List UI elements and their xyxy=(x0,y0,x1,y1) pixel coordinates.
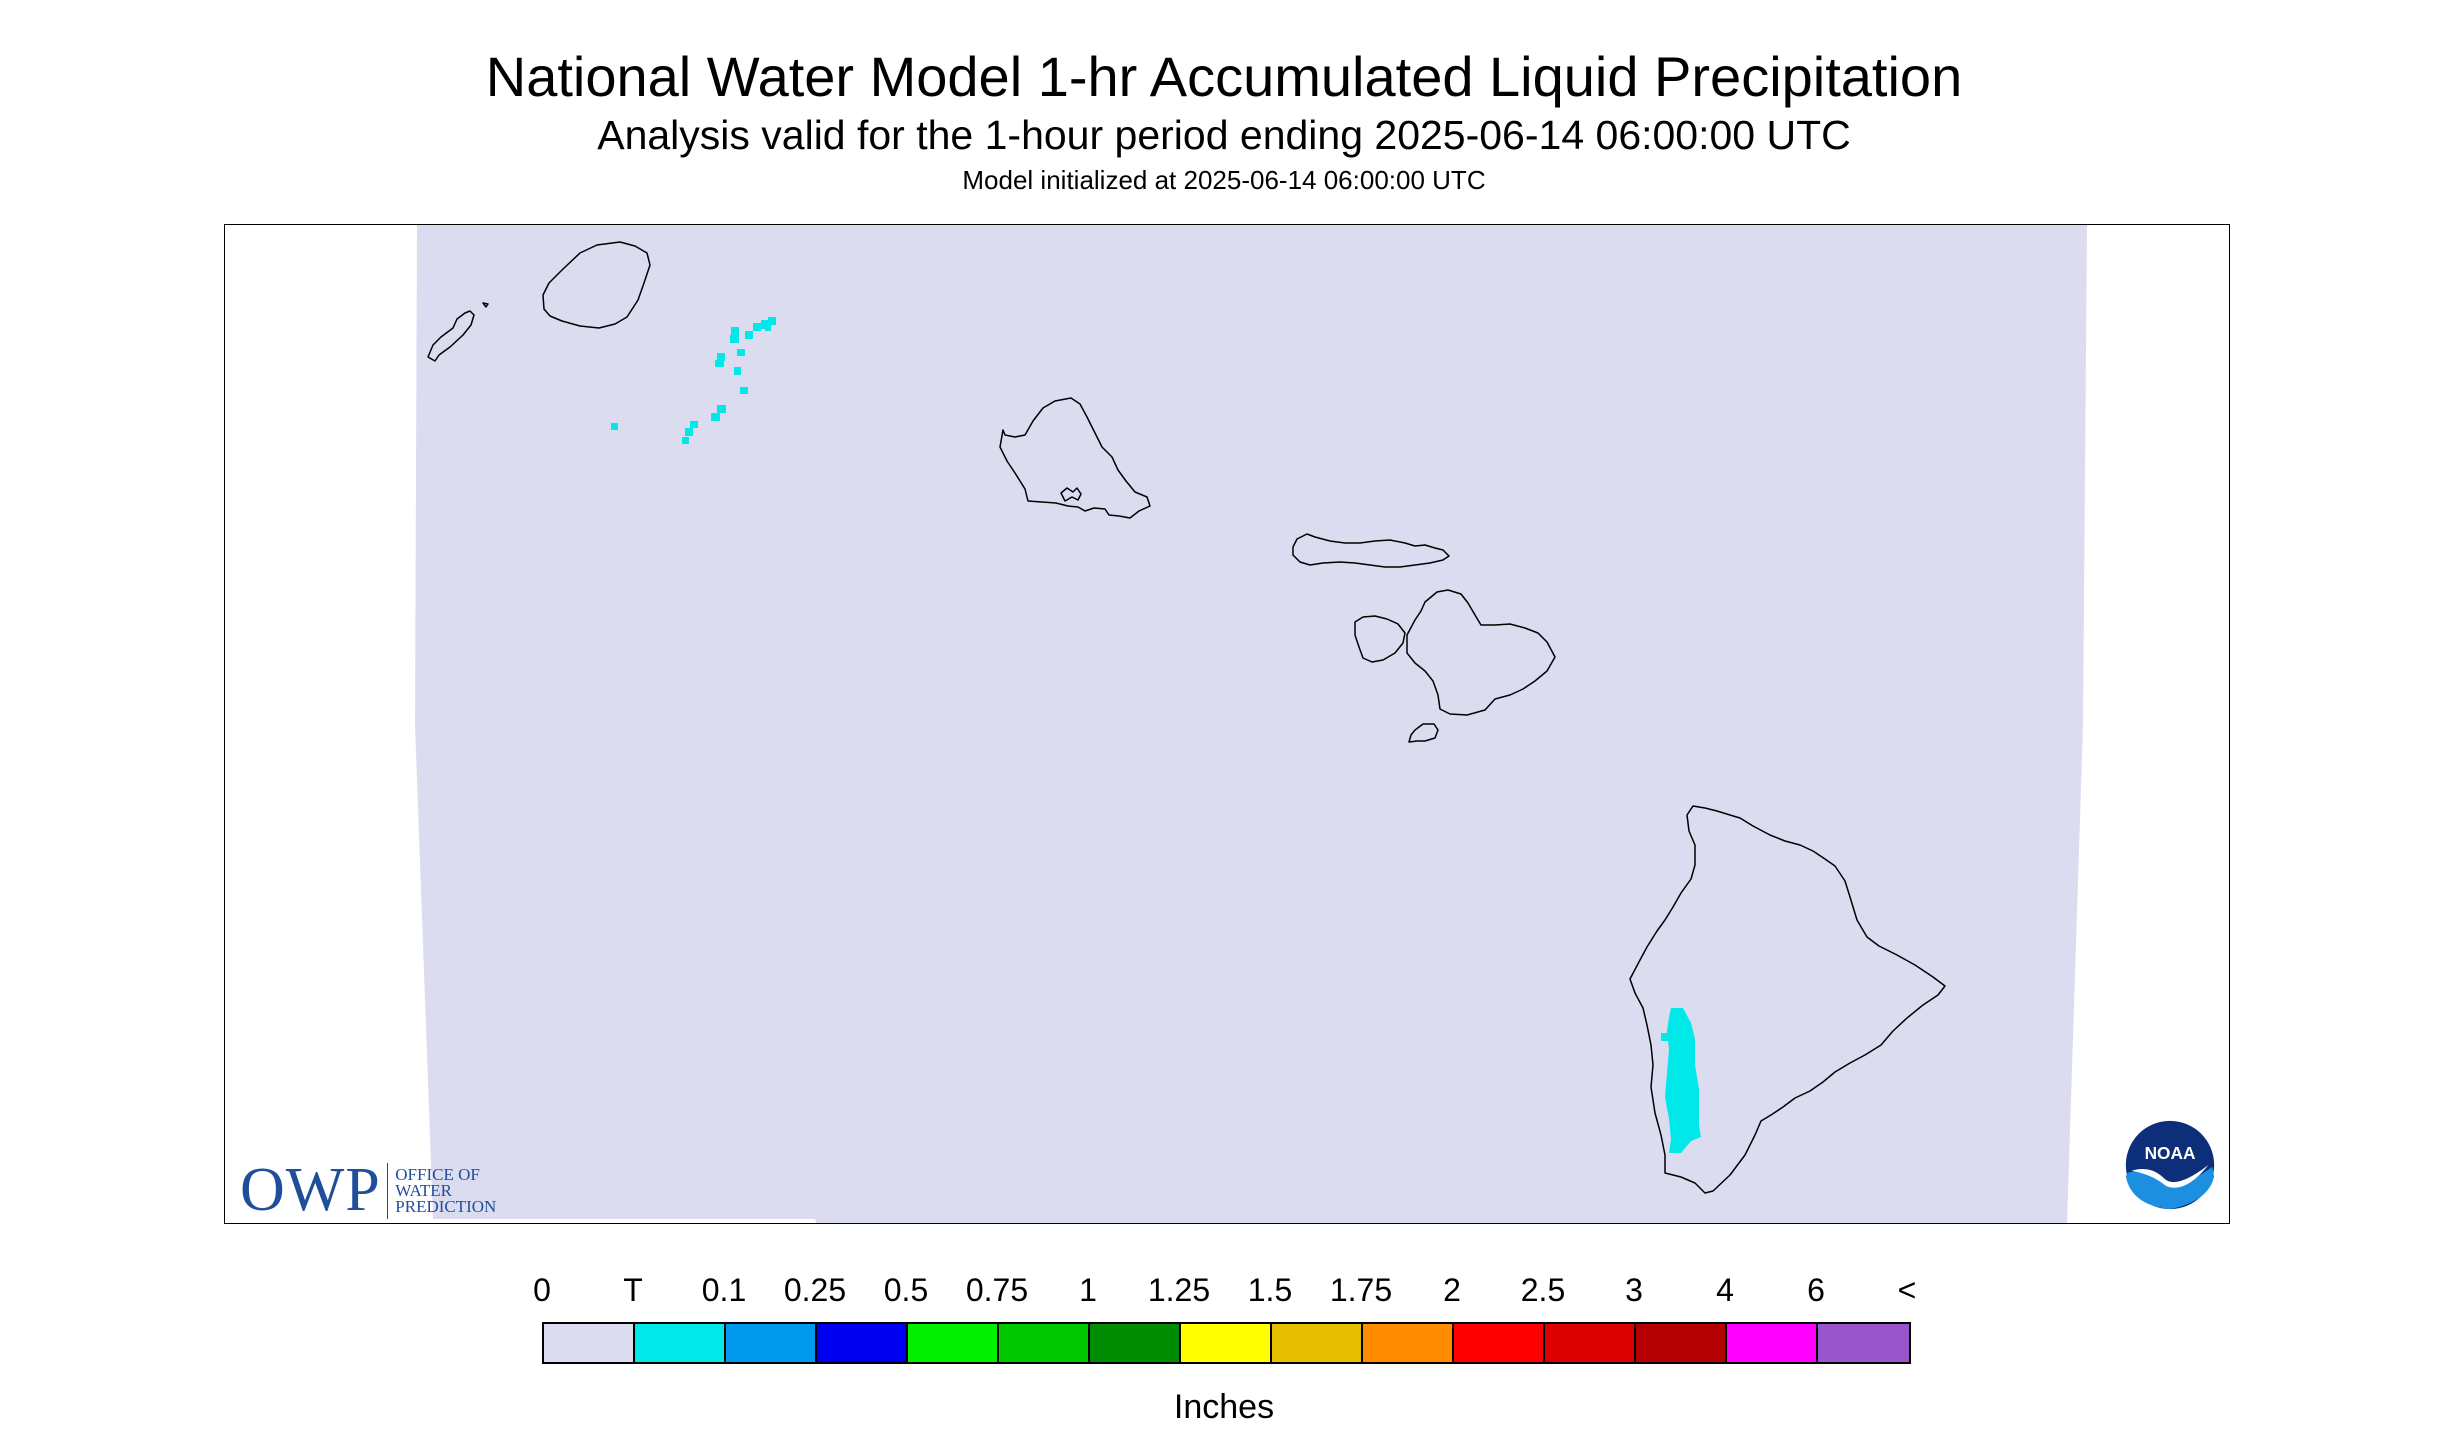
legend-tick-label: 1.25 xyxy=(1147,1272,1211,1308)
maui-coast xyxy=(1406,589,1556,716)
legend-swatch xyxy=(817,1324,908,1362)
legend-tick-label: 4 xyxy=(1716,1272,1734,1308)
legend-swatch xyxy=(908,1324,999,1362)
map-subtitle: Analysis valid for the 1-hour period end… xyxy=(597,112,1851,158)
precip-big-island-kona xyxy=(1665,1008,1701,1153)
legend-swatch xyxy=(726,1324,817,1362)
precipitation-map xyxy=(415,225,2087,1223)
precip-cells-north xyxy=(611,317,776,444)
legend-tick-label: 0.75 xyxy=(965,1272,1029,1308)
owp-logo-line-2: WATER xyxy=(395,1180,452,1200)
niihau-coast xyxy=(427,310,475,362)
legend-swatch xyxy=(544,1324,635,1362)
legend-swatch xyxy=(1363,1324,1454,1362)
legend-swatch xyxy=(999,1324,1090,1362)
legend-tick-label: 1.5 xyxy=(1247,1272,1293,1308)
legend-tick-label: T xyxy=(623,1272,643,1308)
legend-tick-label: 0.5 xyxy=(883,1272,929,1308)
legend-swatch xyxy=(1818,1324,1909,1362)
owp-logo: OWP OFFICE OF WATER PREDICTION xyxy=(240,1155,496,1226)
noaa-logo-text: NOAA xyxy=(2145,1143,2196,1163)
legend-swatch xyxy=(1727,1324,1818,1362)
legend-swatch xyxy=(635,1324,726,1362)
noaa-logo: NOAA xyxy=(2122,1117,2218,1213)
legend-tick-label: 2 xyxy=(1443,1272,1461,1308)
lehua-coast xyxy=(482,302,489,308)
map-title: National Water Model 1-hr Accumulated Li… xyxy=(485,45,1963,108)
coastlines xyxy=(427,241,1946,1194)
legend-tick-label: < xyxy=(1897,1272,1917,1308)
pearl-harbor-coast xyxy=(1060,487,1082,502)
legend-tick-label: 0 xyxy=(533,1272,551,1308)
owp-logo-line-1: OFFICE OF xyxy=(395,1164,480,1184)
legend-tick-label: 0.25 xyxy=(783,1272,847,1308)
precipitation-areas xyxy=(611,317,1701,1153)
model-init-line: Model initialized at 2025-06-14 06:00:00… xyxy=(962,165,1486,195)
legend-tick-label: 2.5 xyxy=(1520,1272,1566,1308)
model-data-domain xyxy=(415,225,2087,1223)
owp-logo-line-3: PREDICTION xyxy=(395,1196,497,1216)
legend-tick-label: 6 xyxy=(1807,1272,1825,1308)
legend-swatch xyxy=(1090,1324,1181,1362)
owp-logo-letters: OWP xyxy=(240,1156,381,1224)
legend-color-bar xyxy=(542,1322,1911,1364)
legend-swatch xyxy=(1454,1324,1545,1362)
kahoolawe-coast xyxy=(1408,723,1439,743)
owp-logo-text: OFFICE OF WATER PREDICTION xyxy=(395,1164,497,1216)
big-island-coast xyxy=(1629,805,1946,1194)
legend-tick-label: 3 xyxy=(1625,1272,1643,1308)
map-frame xyxy=(224,224,2230,1224)
legend-swatch xyxy=(1272,1324,1363,1362)
kauai-coast xyxy=(542,241,651,329)
molokai-coast xyxy=(1292,533,1450,568)
legend-swatch xyxy=(1545,1324,1636,1362)
legend-tick-label: 0.1 xyxy=(701,1272,747,1308)
owp-logo-divider xyxy=(386,1162,389,1219)
oahu-coast xyxy=(999,397,1151,519)
legend-swatch xyxy=(1181,1324,1272,1362)
legend-unit: Inches xyxy=(1173,1388,1275,1426)
legend-tick-label: 1.75 xyxy=(1329,1272,1393,1308)
legend-swatch xyxy=(1636,1324,1727,1362)
legend-tick-label: 1 xyxy=(1079,1272,1097,1308)
lanai-coast xyxy=(1354,615,1406,663)
precip-cell-kona xyxy=(1661,1033,1669,1041)
